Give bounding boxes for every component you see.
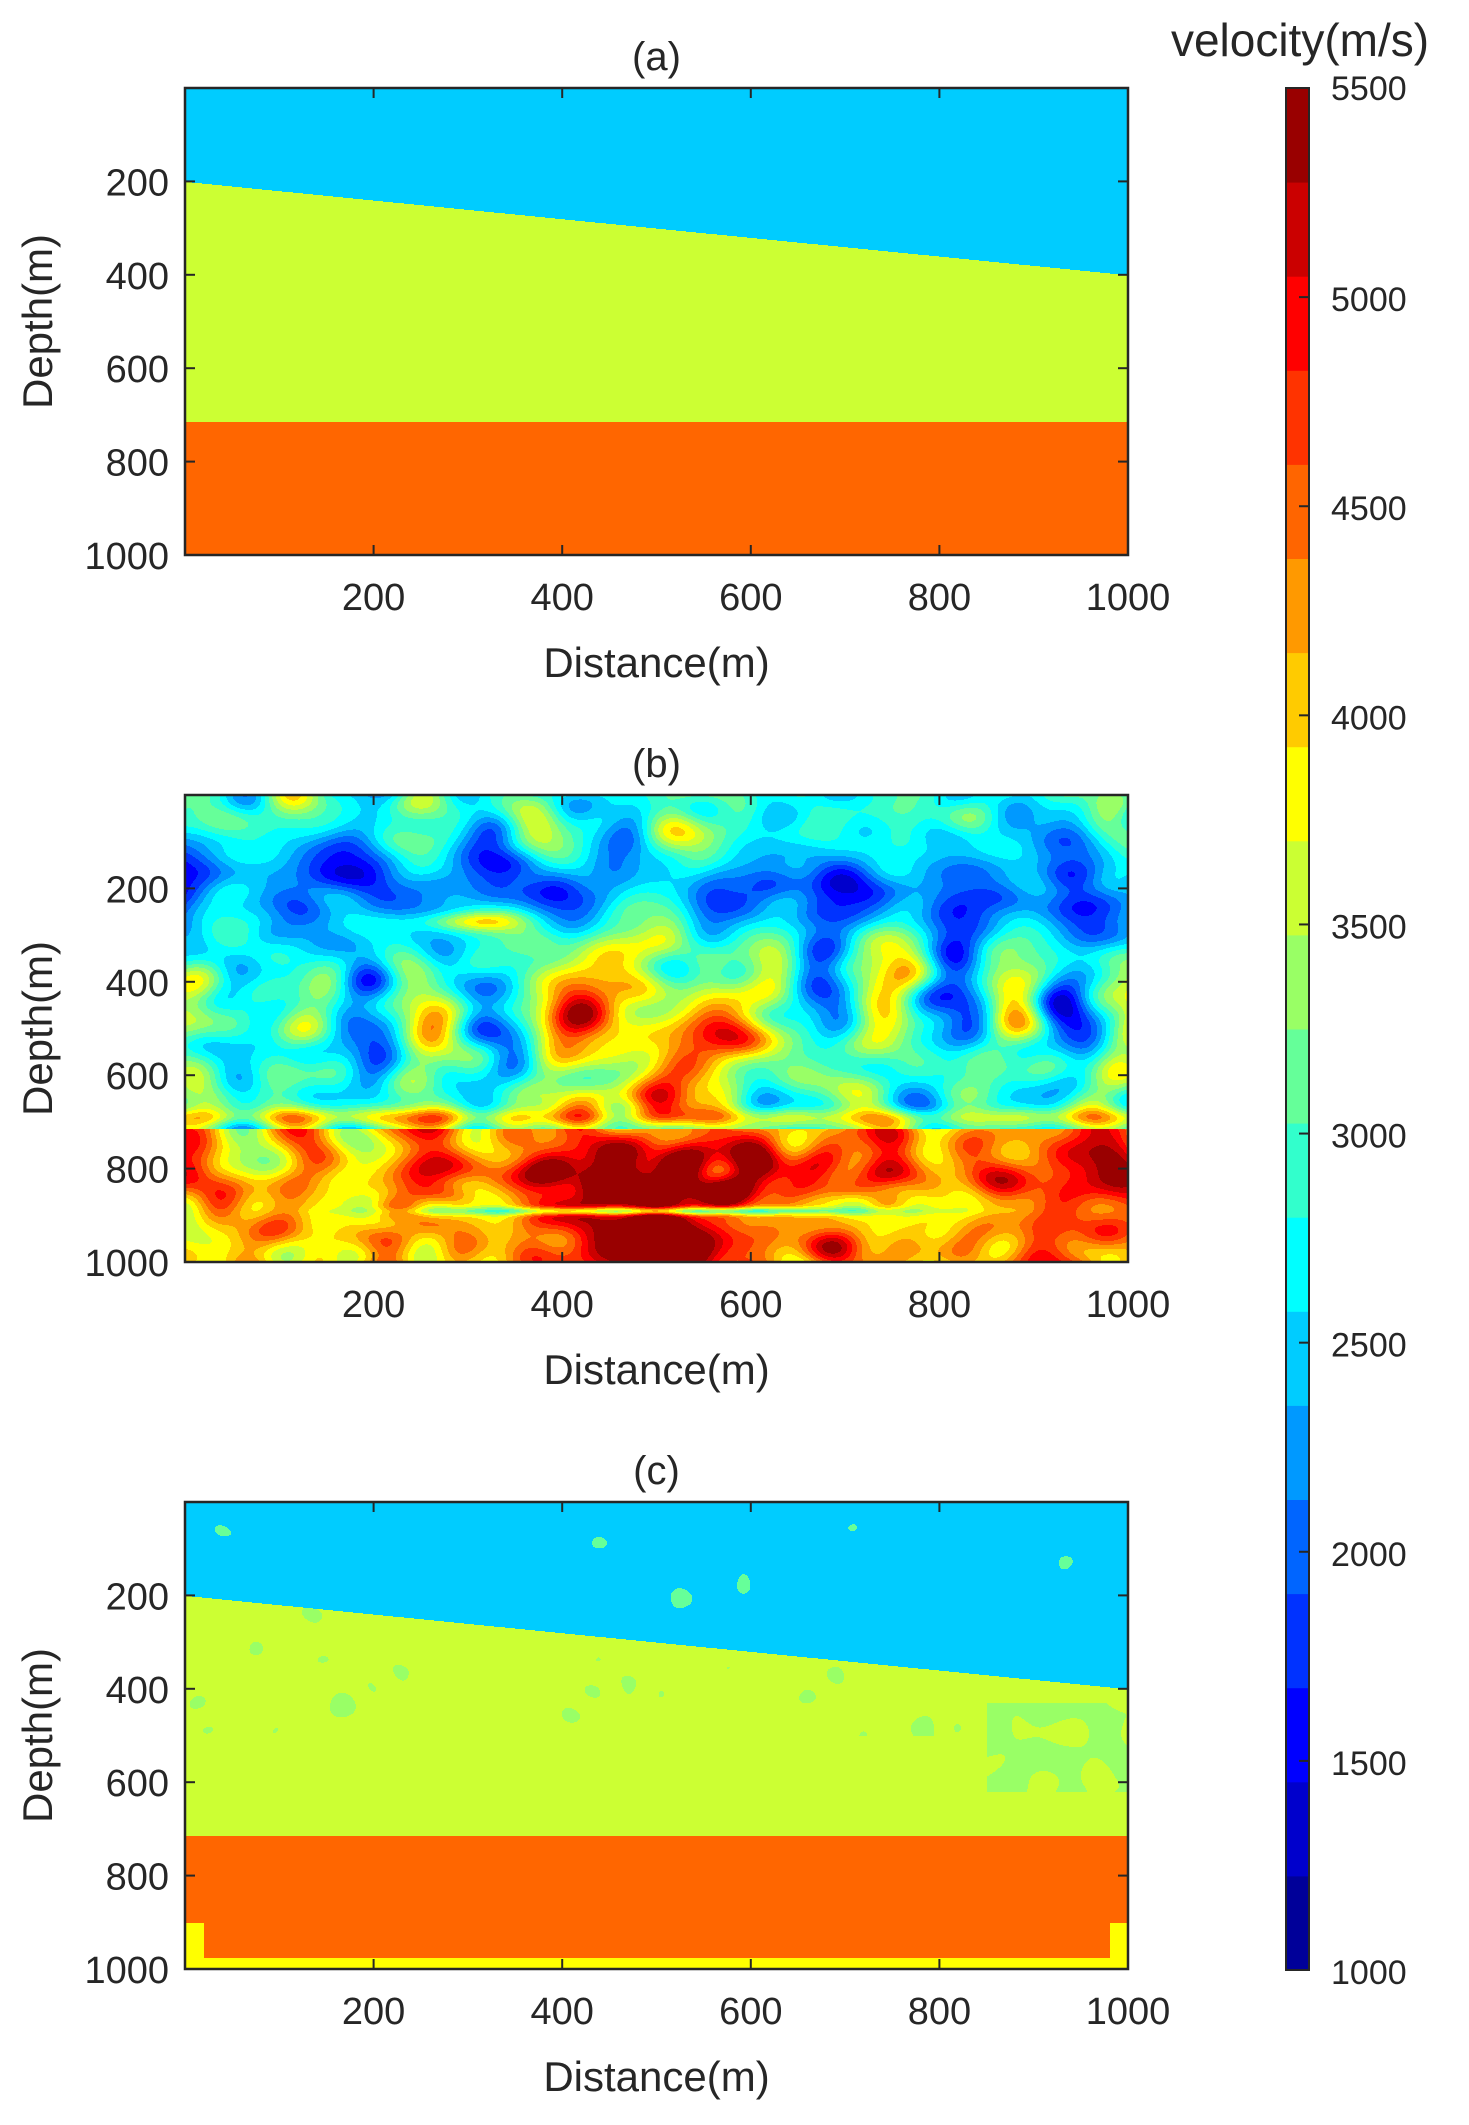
colorbar-level xyxy=(1286,934,1309,1030)
panel-title: (b) xyxy=(632,742,681,786)
y-tick-label: 600 xyxy=(106,1056,169,1098)
heatmap-a xyxy=(185,88,1128,555)
plot-frame xyxy=(183,86,1130,557)
x-tick-label: 400 xyxy=(530,1991,593,2033)
y-tick-label: 200 xyxy=(106,162,169,204)
colorbar-level xyxy=(1286,464,1309,559)
colorbar-level xyxy=(1286,1593,1309,1689)
plot-frame xyxy=(183,1500,1130,1971)
colorbar-tick-label: 2500 xyxy=(1331,1327,1407,1365)
colorbar-level xyxy=(1286,1499,1309,1595)
x-tick-label: 1000 xyxy=(1086,1991,1171,2033)
colorbar-level xyxy=(1286,1217,1309,1312)
y-tick-label: 600 xyxy=(106,1763,169,1805)
colorbar-tick-label: 5000 xyxy=(1331,281,1407,319)
x-tick-label: 600 xyxy=(719,577,782,619)
colorbar-tick-label: 5500 xyxy=(1331,70,1407,108)
y-tick-label: 200 xyxy=(106,1576,169,1618)
heatmap-b xyxy=(185,795,1128,1262)
y-axis-label: Depth(m) xyxy=(14,941,61,1116)
y-tick-label: 200 xyxy=(106,869,169,911)
x-tick-label: 200 xyxy=(342,1284,405,1326)
x-tick-label: 800 xyxy=(908,577,971,619)
x-tick-label: 200 xyxy=(342,1991,405,2033)
colorbar-level xyxy=(1286,1781,1309,1877)
colorbar-frame xyxy=(1285,87,1310,1971)
y-tick-label: 400 xyxy=(106,256,169,298)
colorbar-level xyxy=(1286,558,1309,654)
colorbar-level xyxy=(1286,1875,1309,1971)
y-tick-label: 600 xyxy=(106,349,169,391)
y-tick-label: 800 xyxy=(106,443,169,485)
x-tick-label: 400 xyxy=(530,577,593,619)
x-axis-label: Distance(m) xyxy=(543,1346,769,1393)
colorbar-tick-label: 3000 xyxy=(1331,1118,1407,1156)
colorbar-tick-label: 3500 xyxy=(1331,908,1407,946)
colorbar-level xyxy=(1286,1687,1309,1783)
y-tick-label: 1000 xyxy=(84,1243,169,1285)
colorbar-level xyxy=(1286,1311,1309,1406)
x-tick-label: 400 xyxy=(530,1284,593,1326)
y-tick-label: 1000 xyxy=(84,536,169,578)
colorbar-level xyxy=(1286,1405,1309,1500)
y-tick-label: 800 xyxy=(106,1150,169,1192)
x-tick-label: 600 xyxy=(719,1991,782,2033)
y-tick-label: 800 xyxy=(106,1857,169,1899)
x-tick-label: 1000 xyxy=(1086,1284,1171,1326)
colorbar-level xyxy=(1286,370,1309,465)
x-tick-label: 600 xyxy=(719,1284,782,1326)
colorbar-level xyxy=(1286,746,1309,842)
y-tick-label: 400 xyxy=(106,1670,169,1712)
x-tick-label: 800 xyxy=(908,1991,971,2033)
colorbar-level xyxy=(1286,88,1309,183)
heatmap-c xyxy=(185,1502,1128,1969)
x-axis-label: Distance(m) xyxy=(543,2053,769,2100)
x-axis-label: Distance(m) xyxy=(543,639,769,686)
y-axis-label: Depth(m) xyxy=(14,1648,61,1823)
panel-title: (a) xyxy=(632,35,681,79)
colorbar-level xyxy=(1286,1123,1309,1218)
colorbar-tick-label: 1000 xyxy=(1331,1954,1407,1992)
plot-frame xyxy=(183,793,1130,1264)
colorbar-level xyxy=(1286,182,1309,277)
x-tick-label: 1000 xyxy=(1086,577,1171,619)
colorbar-level xyxy=(1286,276,1309,371)
y-tick-label: 400 xyxy=(106,963,169,1005)
x-tick-label: 800 xyxy=(908,1284,971,1326)
x-tick-label: 200 xyxy=(342,577,405,619)
y-tick-label: 1000 xyxy=(84,1950,169,1992)
colorbar-title: velocity(m/s) xyxy=(1171,14,1429,66)
colorbar-level xyxy=(1286,840,1309,936)
colorbar-tick-label: 1500 xyxy=(1331,1745,1407,1783)
panel-title: (c) xyxy=(633,1449,680,1493)
colorbar-tick-label: 4000 xyxy=(1331,699,1407,737)
colorbar-level xyxy=(1286,652,1309,748)
colorbar-level xyxy=(1286,1029,1309,1124)
colorbar-tick-label: 2000 xyxy=(1331,1536,1407,1574)
colorbar-tick-label: 4500 xyxy=(1331,490,1407,528)
y-axis-label: Depth(m) xyxy=(14,234,61,409)
